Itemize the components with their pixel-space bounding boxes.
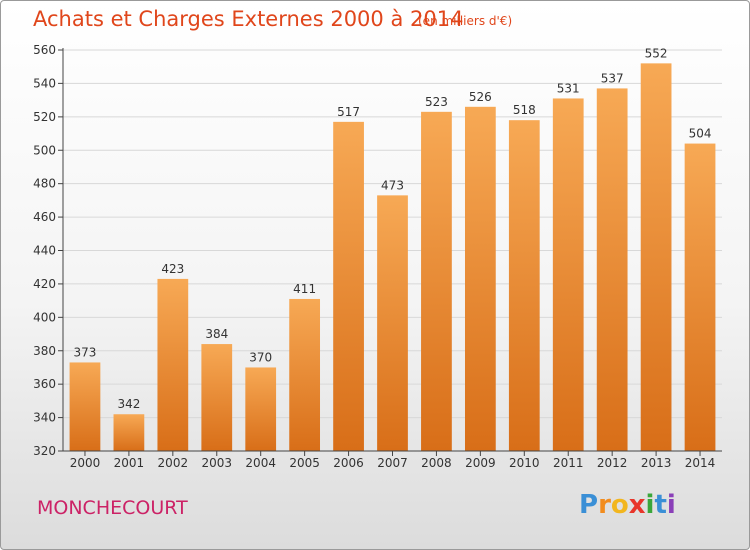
y-tick-label: 460 — [33, 210, 56, 224]
y-tick-label: 320 — [33, 444, 56, 458]
y-tick-label: 360 — [33, 377, 56, 391]
x-tick-label: 2004 — [245, 456, 276, 470]
x-tick-label: 2011 — [553, 456, 584, 470]
data-label: 370 — [249, 350, 272, 364]
x-tick-label: 2014 — [685, 456, 716, 470]
logo-letter: P — [579, 490, 599, 520]
logo-letter: x — [628, 490, 646, 520]
labels: 320 340 360 380 400 420 440 460 480 500 520 540 560 3… — [33, 43, 715, 470]
bar — [684, 143, 716, 452]
y-tick-label: 400 — [33, 310, 56, 324]
data-label: 411 — [293, 282, 316, 296]
bar — [201, 344, 233, 451]
bar — [113, 414, 145, 451]
bar — [69, 362, 101, 451]
x-tick-label: 2010 — [509, 456, 540, 470]
bar — [377, 195, 408, 451]
chart-title: Achats et Charges Externes 2000 à 2014 — [33, 7, 464, 31]
x-tick-label: 2001 — [114, 456, 145, 470]
x-tick-label: 2009 — [465, 456, 496, 470]
bar — [333, 121, 364, 452]
data-label: 473 — [381, 178, 404, 192]
bar — [421, 111, 452, 451]
y-tick-label: 380 — [33, 344, 56, 358]
x-tick-label: 2013 — [641, 456, 672, 470]
data-label: 342 — [117, 397, 140, 411]
y-tick-label: 500 — [33, 143, 56, 157]
bar — [552, 98, 584, 452]
y-tick-label: 340 — [33, 411, 56, 425]
data-label: 523 — [425, 95, 448, 109]
bars — [69, 63, 716, 452]
x-tick-label: 2007 — [377, 456, 408, 470]
x-tick-label: 2008 — [421, 456, 452, 470]
data-label: 552 — [645, 46, 668, 60]
logo-letter: r — [598, 490, 611, 520]
bar — [464, 106, 496, 451]
bar — [289, 298, 321, 451]
y-tick-label: 440 — [33, 244, 56, 258]
logo-letter: i — [645, 490, 655, 520]
proxiti-logo: Proxiti — [579, 490, 676, 520]
chart-subtitle: (en milliers d'€) — [418, 14, 513, 28]
data-label: 517 — [337, 105, 360, 119]
data-label: 537 — [601, 71, 624, 85]
data-label: 531 — [557, 81, 580, 95]
data-label: 423 — [161, 262, 184, 276]
y-tick-label: 560 — [33, 43, 56, 57]
x-tick-label: 2000 — [70, 456, 101, 470]
x-tick-label: 2003 — [201, 456, 232, 470]
bar — [157, 278, 189, 451]
bar — [640, 63, 672, 451]
x-tick-label: 2012 — [597, 456, 628, 470]
y-tick-label: 540 — [33, 76, 56, 90]
axes — [58, 48, 722, 456]
data-label: 518 — [513, 103, 536, 117]
y-tick-label: 480 — [33, 177, 56, 191]
x-tick-label: 2002 — [158, 456, 189, 470]
bar — [508, 120, 540, 452]
bar — [245, 367, 277, 451]
place-name: MONCHECOURT — [37, 497, 188, 519]
data-label: 526 — [469, 90, 492, 104]
logo-letter: t — [654, 490, 667, 520]
y-tick-label: 420 — [33, 277, 56, 291]
data-label: 504 — [689, 127, 712, 141]
data-label: 373 — [74, 345, 97, 359]
logo-letter: i — [666, 490, 676, 520]
y-tick-label: 520 — [33, 110, 56, 124]
x-tick-label: 2006 — [333, 456, 364, 470]
data-label: 384 — [205, 327, 228, 341]
bar — [596, 88, 628, 451]
x-tick-label: 2005 — [289, 456, 320, 470]
logo-letter: o — [610, 490, 629, 520]
